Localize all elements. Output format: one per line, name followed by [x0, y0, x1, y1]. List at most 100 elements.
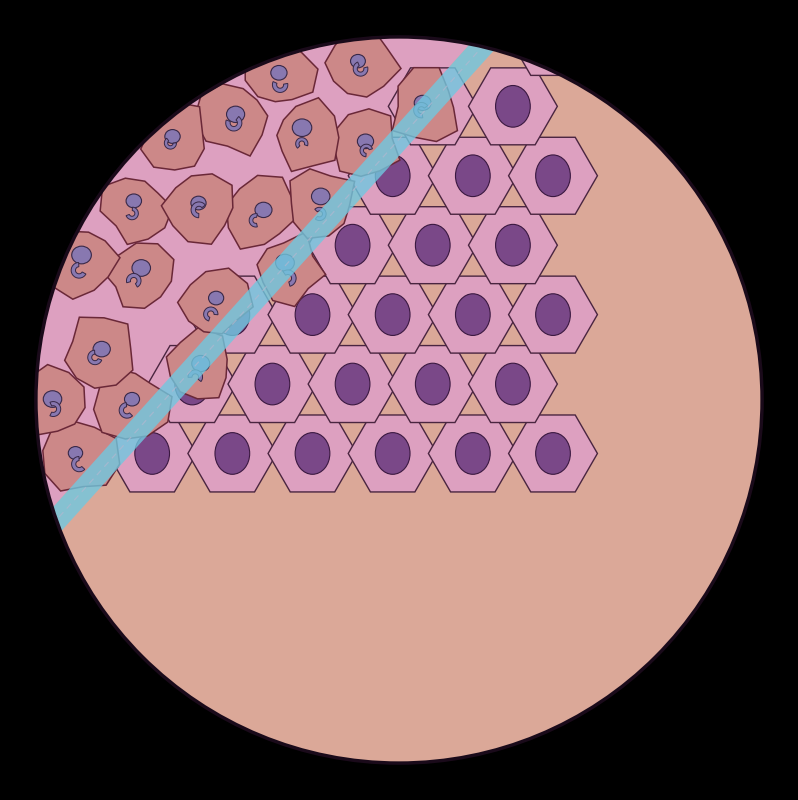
- Ellipse shape: [358, 134, 373, 149]
- Ellipse shape: [295, 294, 330, 335]
- Wedge shape: [71, 262, 86, 278]
- Wedge shape: [314, 207, 326, 221]
- Ellipse shape: [191, 196, 206, 210]
- Wedge shape: [272, 82, 288, 93]
- Polygon shape: [308, 206, 397, 284]
- Ellipse shape: [132, 260, 151, 276]
- Ellipse shape: [375, 433, 410, 474]
- Ellipse shape: [135, 433, 169, 474]
- Polygon shape: [277, 98, 339, 171]
- Ellipse shape: [311, 188, 330, 205]
- Ellipse shape: [295, 433, 330, 474]
- Ellipse shape: [43, 390, 61, 407]
- Ellipse shape: [416, 86, 450, 127]
- Polygon shape: [0, 0, 798, 610]
- Polygon shape: [65, 318, 132, 388]
- Ellipse shape: [208, 291, 223, 305]
- Ellipse shape: [124, 393, 140, 406]
- Polygon shape: [101, 178, 172, 245]
- Ellipse shape: [456, 294, 490, 335]
- Wedge shape: [249, 214, 258, 227]
- Wedge shape: [164, 138, 176, 149]
- Wedge shape: [191, 202, 205, 218]
- Ellipse shape: [165, 130, 180, 143]
- Ellipse shape: [456, 155, 490, 197]
- Ellipse shape: [535, 16, 571, 58]
- Ellipse shape: [414, 95, 431, 110]
- Ellipse shape: [126, 194, 141, 208]
- Ellipse shape: [192, 355, 210, 371]
- Polygon shape: [93, 368, 172, 439]
- Ellipse shape: [496, 86, 531, 127]
- Ellipse shape: [72, 246, 91, 264]
- Ellipse shape: [456, 433, 490, 474]
- Wedge shape: [413, 102, 428, 118]
- Wedge shape: [354, 62, 368, 76]
- Polygon shape: [429, 415, 517, 492]
- Ellipse shape: [375, 294, 410, 335]
- Polygon shape: [257, 232, 326, 306]
- Wedge shape: [119, 402, 132, 418]
- Polygon shape: [348, 415, 437, 492]
- Polygon shape: [188, 415, 277, 492]
- Ellipse shape: [535, 155, 571, 197]
- Wedge shape: [88, 350, 102, 365]
- Polygon shape: [508, 0, 598, 75]
- Ellipse shape: [93, 342, 110, 357]
- Polygon shape: [268, 276, 357, 353]
- Polygon shape: [268, 415, 357, 492]
- Polygon shape: [468, 206, 557, 284]
- Circle shape: [36, 37, 762, 763]
- Wedge shape: [50, 402, 61, 417]
- Polygon shape: [508, 415, 598, 492]
- Wedge shape: [360, 144, 373, 157]
- Polygon shape: [389, 68, 477, 145]
- Ellipse shape: [175, 363, 210, 405]
- Polygon shape: [228, 346, 317, 422]
- Ellipse shape: [227, 106, 245, 122]
- Polygon shape: [99, 243, 174, 308]
- Polygon shape: [308, 346, 397, 422]
- Polygon shape: [348, 138, 437, 214]
- Polygon shape: [0, 0, 798, 643]
- Polygon shape: [140, 102, 204, 170]
- Polygon shape: [18, 365, 85, 435]
- Polygon shape: [348, 276, 437, 353]
- Ellipse shape: [255, 363, 290, 405]
- Polygon shape: [429, 138, 517, 214]
- Ellipse shape: [271, 66, 287, 80]
- Polygon shape: [334, 109, 400, 176]
- Polygon shape: [290, 169, 354, 238]
- Ellipse shape: [416, 224, 450, 266]
- Polygon shape: [389, 346, 477, 422]
- Wedge shape: [126, 207, 138, 220]
- Polygon shape: [45, 231, 120, 299]
- Ellipse shape: [496, 224, 531, 266]
- Polygon shape: [194, 84, 267, 156]
- Polygon shape: [43, 422, 120, 491]
- Wedge shape: [72, 457, 85, 472]
- Ellipse shape: [215, 294, 250, 335]
- Ellipse shape: [215, 433, 250, 474]
- Wedge shape: [226, 117, 242, 131]
- Polygon shape: [468, 346, 557, 422]
- Ellipse shape: [535, 433, 571, 474]
- Polygon shape: [429, 276, 517, 353]
- Ellipse shape: [335, 224, 370, 266]
- Polygon shape: [178, 268, 253, 334]
- Polygon shape: [188, 276, 277, 353]
- Polygon shape: [468, 68, 557, 145]
- Polygon shape: [166, 327, 227, 399]
- Ellipse shape: [292, 119, 312, 137]
- Wedge shape: [296, 138, 308, 148]
- Polygon shape: [161, 174, 233, 244]
- Polygon shape: [389, 206, 477, 284]
- Ellipse shape: [69, 446, 83, 459]
- Ellipse shape: [335, 363, 370, 405]
- Ellipse shape: [255, 202, 272, 218]
- Wedge shape: [283, 270, 296, 286]
- Polygon shape: [508, 138, 598, 214]
- Ellipse shape: [535, 294, 571, 335]
- Polygon shape: [108, 415, 196, 492]
- Polygon shape: [227, 175, 294, 249]
